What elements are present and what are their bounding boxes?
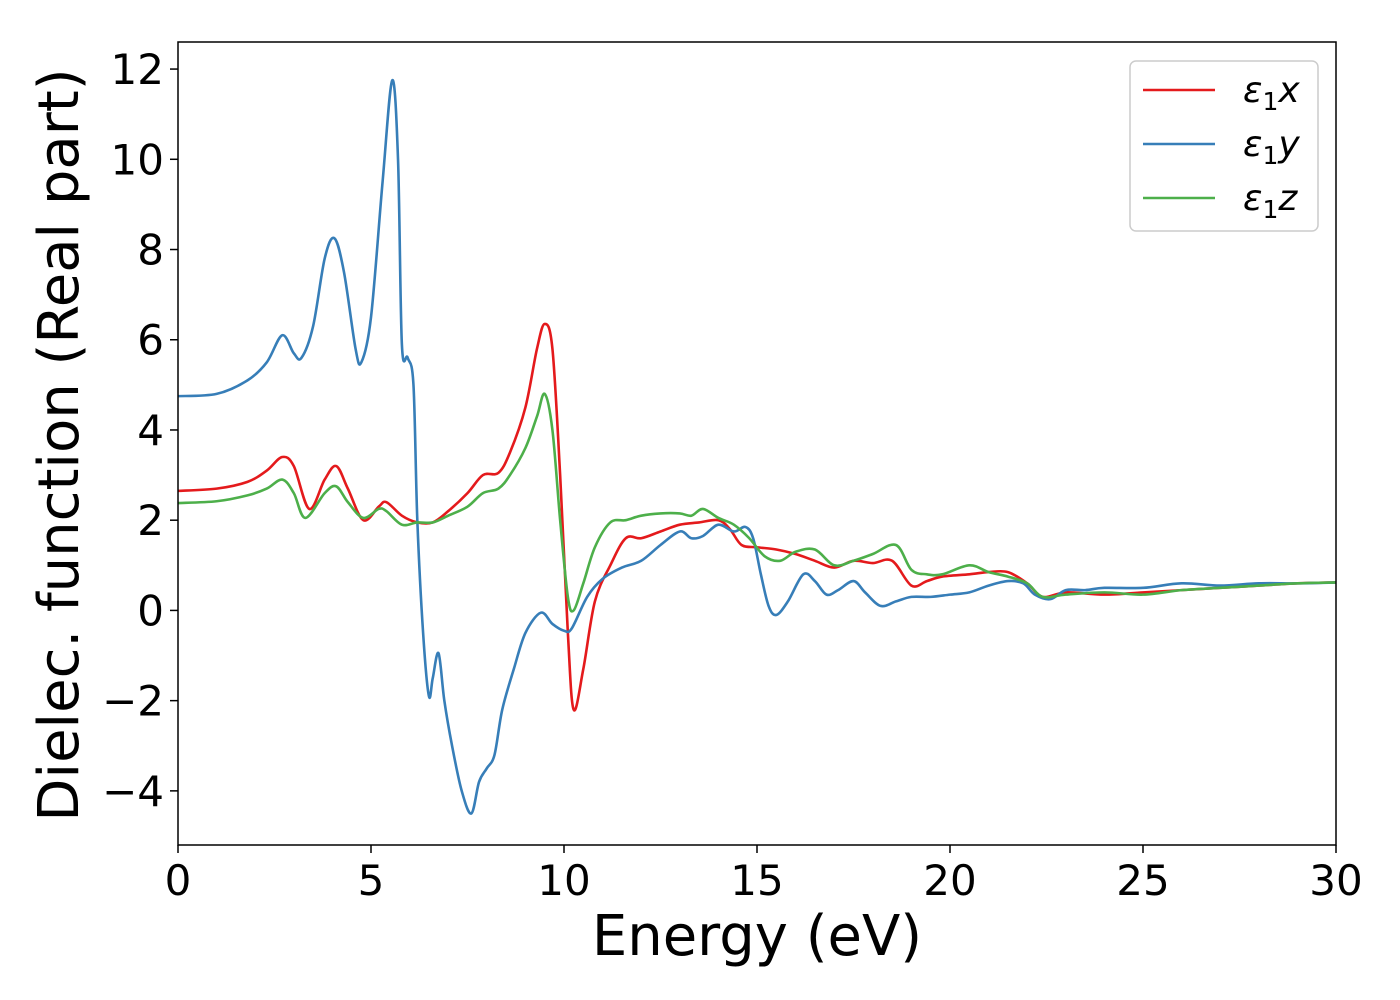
- y-tick-label: 2: [137, 496, 164, 545]
- legend-label-suffix: z: [1277, 178, 1298, 219]
- x-axis-label: Energy (eV): [592, 904, 922, 969]
- legend-item-z: ε1z: [1143, 178, 1298, 224]
- y-tick-label: −4: [102, 767, 164, 816]
- legend-box: [1129, 60, 1319, 232]
- x-tick-label: 20: [923, 856, 976, 905]
- legend-label-suffix: y: [1277, 124, 1300, 165]
- series-line-z: [178, 392, 1336, 613]
- y-tick-label: 10: [111, 135, 164, 184]
- legend-label-suffix: x: [1277, 70, 1300, 111]
- y-tick-label: 8: [137, 226, 164, 275]
- legend-label: ε1x: [1243, 70, 1300, 116]
- legend-item-x: ε1x: [1143, 70, 1300, 116]
- y-tick-label: 12: [111, 45, 164, 94]
- y-tick-label: 6: [137, 316, 164, 365]
- legend-item-y: ε1y: [1143, 124, 1300, 170]
- legend-label-subscript: 1: [1262, 195, 1278, 224]
- x-tick-label: 10: [537, 856, 590, 905]
- legend-label-main: ε: [1243, 124, 1262, 165]
- y-axis-ticks: −4 −2 0 2 4 6 8 10 12: [102, 45, 178, 816]
- x-axis-ticks: 0 5 10 15 20 25 30: [165, 845, 1363, 905]
- plot-area: [177, 41, 1337, 846]
- legend-label-main: ε: [1243, 178, 1262, 219]
- legend-label-subscript: 1: [1262, 141, 1278, 170]
- series-lines: [178, 79, 1336, 815]
- x-tick-label: 15: [730, 856, 783, 905]
- legend-label: ε1y: [1243, 124, 1300, 170]
- y-axis-label: Dielec. function (Real part): [27, 68, 92, 821]
- series-line-y: [178, 79, 1336, 815]
- x-tick-label: 25: [1116, 856, 1169, 905]
- x-tick-label: 0: [165, 856, 192, 905]
- legend-label-main: ε: [1243, 70, 1262, 111]
- y-tick-label: 0: [137, 586, 164, 635]
- x-tick-label: 30: [1309, 856, 1362, 905]
- y-tick-label: −2: [102, 677, 164, 726]
- y-tick-label: 4: [137, 406, 164, 455]
- x-tick-label: 5: [358, 856, 385, 905]
- legend-label: ε1z: [1243, 178, 1298, 224]
- legend-label-subscript: 1: [1262, 87, 1278, 116]
